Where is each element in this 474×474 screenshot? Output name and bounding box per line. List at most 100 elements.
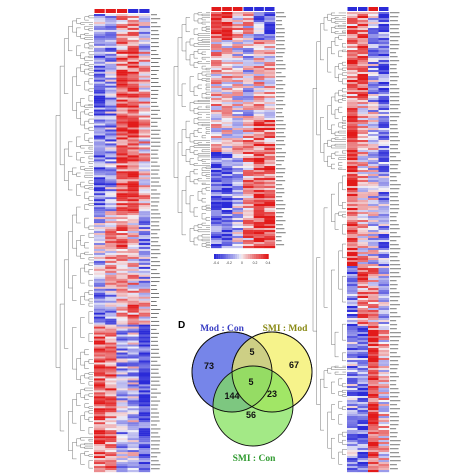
heatmap-cell: [94, 237, 106, 240]
heatmap-cell: [243, 168, 254, 171]
heatmap-cell: [221, 80, 233, 83]
heatmap-cell: [368, 40, 379, 43]
heatmap-cell: [221, 234, 233, 237]
heatmap-cell: [116, 446, 128, 449]
heatmap-cell: [211, 104, 222, 107]
heatmap-cell: [368, 240, 379, 243]
gene-label-mark: [151, 193, 161, 195]
heatmap-cell: [232, 98, 244, 101]
heatmap-cell: [368, 200, 379, 203]
heatmap-cell: [232, 198, 244, 201]
heatmap-cell: [116, 464, 128, 467]
heatmap-cell: [347, 296, 358, 299]
heatmap-cell: [138, 131, 151, 134]
heatmap-cell: [94, 127, 106, 130]
heatmap-cell: [138, 23, 151, 27]
heatmap-cell: [127, 55, 139, 58]
heatmap-cell: [368, 22, 379, 25]
heatmap-cell: [378, 132, 390, 135]
heatmap-cell: [94, 137, 106, 140]
heatmap-cell: [378, 110, 390, 113]
heatmap-cell: [347, 464, 358, 467]
heatmap-cell: [116, 103, 128, 106]
heatmap-cell: [347, 246, 358, 249]
heatmap-cell: [357, 98, 369, 101]
color-scale-step: [239, 254, 242, 259]
heatmap-cell: [94, 79, 106, 82]
heatmap-cell: [378, 44, 390, 47]
heatmap-cell: [127, 123, 139, 126]
heatmap-cell: [243, 200, 254, 203]
gene-label-mark: [390, 312, 398, 314]
gene-label-mark: [390, 340, 400, 342]
heatmap-cell: [94, 147, 106, 150]
heatmap-cell: [221, 20, 233, 23]
heatmap-cell: [357, 354, 369, 357]
heatmap-cell: [94, 71, 106, 74]
gene-label-mark: [151, 336, 158, 338]
heatmap-cell: [378, 106, 390, 109]
heatmap-cell: [105, 14, 117, 17]
heatmap-cell: [105, 153, 117, 156]
heatmap-cell: [264, 58, 276, 61]
heatmap-cell: [105, 464, 117, 467]
heatmap-cell: [232, 180, 244, 183]
heatmap-cell: [94, 394, 106, 397]
heatmap-cell: [243, 196, 254, 199]
gene-label-mark: [151, 145, 161, 147]
heatmap-cell: [94, 468, 106, 471]
heatmap-cell: [127, 266, 139, 270]
heatmap-cell: [94, 169, 106, 172]
heatmap-cell: [232, 142, 244, 145]
heatmap-cell: [347, 32, 358, 35]
heatmap-cell: [368, 416, 379, 419]
heatmap-cell: [232, 42, 244, 45]
heatmap-cell: [232, 196, 244, 199]
heatmap-cell: [347, 284, 358, 287]
heatmap-cell: [357, 18, 369, 21]
heatmap-cell: [378, 42, 390, 45]
heatmap-cell: [94, 374, 106, 377]
gene-label-mark: [151, 301, 157, 302]
heatmap-cell: [116, 131, 128, 134]
heatmap-cell: [105, 326, 117, 329]
gene-label-mark: [390, 352, 397, 354]
heatmap-cell: [347, 342, 358, 345]
gene-label-mark: [151, 348, 160, 350]
heatmap-cell: [347, 332, 358, 335]
heatmap-cell: [347, 138, 358, 141]
heatmap-cell: [368, 64, 379, 67]
heatmap-cell: [232, 194, 244, 197]
gene-label-mark: [390, 44, 400, 46]
heatmap-cell: [347, 112, 358, 115]
heatmap-cell: [347, 46, 358, 49]
heatmap-cell: [347, 392, 358, 395]
heatmap-cell: [94, 155, 106, 158]
heatmap-cell: [378, 424, 390, 427]
heatmap-cell: [138, 274, 151, 277]
gene-label-mark: [151, 245, 161, 247]
heatmap-cell: [347, 52, 358, 55]
heatmap-cell: [368, 286, 379, 289]
heatmap-cell: [138, 308, 151, 311]
heatmap-cell: [116, 91, 128, 94]
gene-label-mark: [276, 136, 286, 138]
color-scale-step: [216, 254, 219, 259]
heatmap-cell: [357, 190, 369, 193]
heatmap-cell: [232, 128, 244, 131]
heatmap-cell: [368, 218, 379, 221]
heatmap-cell: [105, 342, 117, 345]
heatmap-cell: [105, 111, 117, 114]
heatmap-cell: [357, 220, 369, 223]
heatmap-cell: [357, 424, 369, 427]
heatmap-cell: [116, 231, 128, 234]
heatmap-cell: [347, 340, 358, 343]
heatmap-cell: [243, 28, 254, 31]
heatmap-cell: [94, 354, 106, 357]
heatmap-cell: [94, 157, 106, 160]
heatmap-cell: [138, 350, 151, 353]
heatmap-cell: [253, 54, 265, 57]
heatmap-cell: [357, 180, 369, 183]
heatmap-cell: [221, 224, 233, 227]
heatmap-cell: [116, 422, 128, 425]
